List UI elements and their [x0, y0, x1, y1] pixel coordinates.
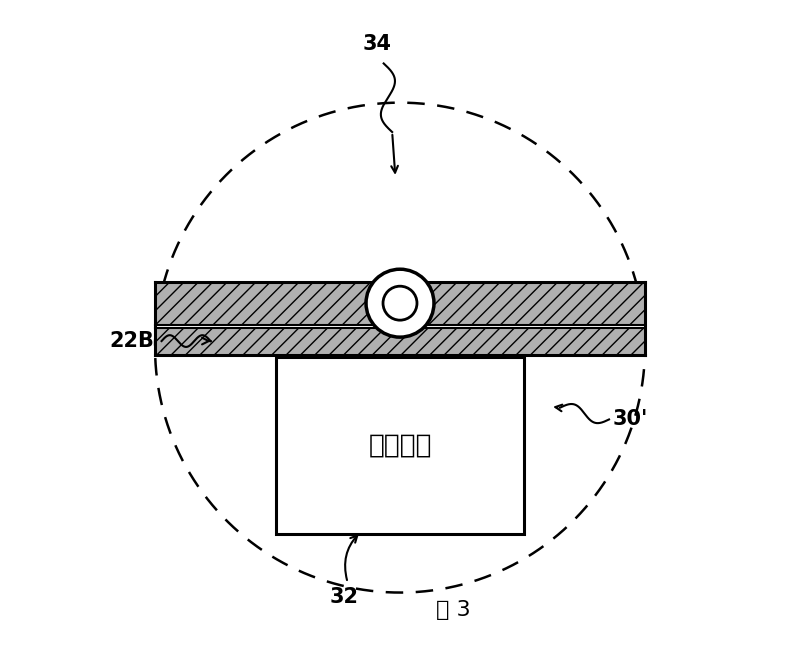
- Bar: [155, 325, 645, 328]
- Bar: [276, 358, 524, 534]
- Text: 32: 32: [330, 587, 359, 607]
- Text: 30': 30': [612, 409, 648, 430]
- Text: 22B: 22B: [110, 331, 154, 351]
- Circle shape: [383, 286, 417, 320]
- Text: 光学模块: 光学模块: [368, 432, 432, 459]
- Text: 图 3: 图 3: [436, 600, 470, 620]
- Text: 34: 34: [362, 34, 392, 54]
- Bar: [155, 282, 645, 325]
- Circle shape: [366, 269, 434, 337]
- Bar: [155, 328, 645, 356]
